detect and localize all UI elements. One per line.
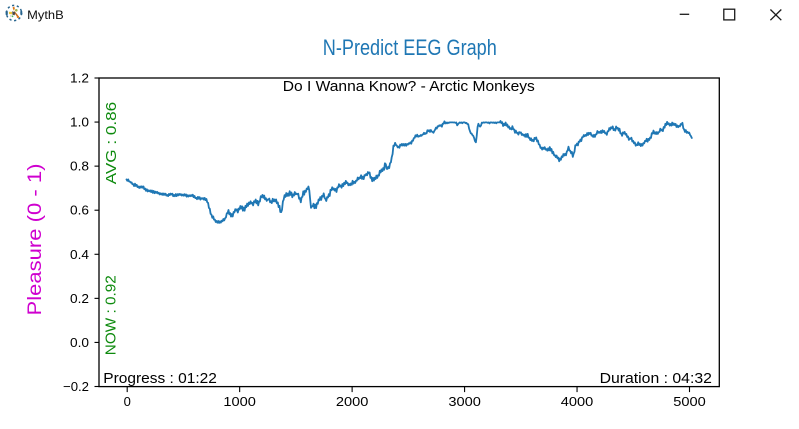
svg-text:0: 0 — [124, 394, 131, 409]
svg-text:Pleasure (0 - 1): Pleasure (0 - 1) — [25, 164, 46, 316]
svg-text:1.0: 1.0 — [70, 115, 89, 130]
svg-text:4000: 4000 — [561, 394, 594, 409]
svg-text:2000: 2000 — [336, 394, 369, 409]
svg-text:3000: 3000 — [448, 394, 481, 409]
svg-text:0.6: 0.6 — [70, 203, 89, 218]
svg-text:1.2: 1.2 — [70, 71, 89, 86]
svg-text:Do I Wanna Know? - Arctic Monk: Do I Wanna Know? - Arctic Monkeys — [283, 78, 535, 95]
svg-text:0.2: 0.2 — [70, 291, 89, 306]
svg-text:Progress : 01:22: Progress : 01:22 — [103, 370, 217, 387]
svg-text:−0.2: −0.2 — [63, 379, 89, 394]
svg-text:0.8: 0.8 — [70, 159, 89, 174]
svg-text:0.4: 0.4 — [70, 247, 89, 262]
svg-text:5000: 5000 — [673, 394, 706, 409]
svg-text:NOW : 0.92: NOW : 0.92 — [102, 275, 119, 355]
svg-text:N-Predict EEG Graph: N-Predict EEG Graph — [323, 35, 497, 60]
svg-text:Duration : 04:32: Duration : 04:32 — [600, 370, 712, 387]
svg-text:1000: 1000 — [223, 394, 256, 409]
svg-text:AVG : 0.86: AVG : 0.86 — [103, 102, 120, 185]
svg-text:0.0: 0.0 — [70, 335, 89, 350]
svg-text:MythB: MythB — [27, 8, 64, 22]
